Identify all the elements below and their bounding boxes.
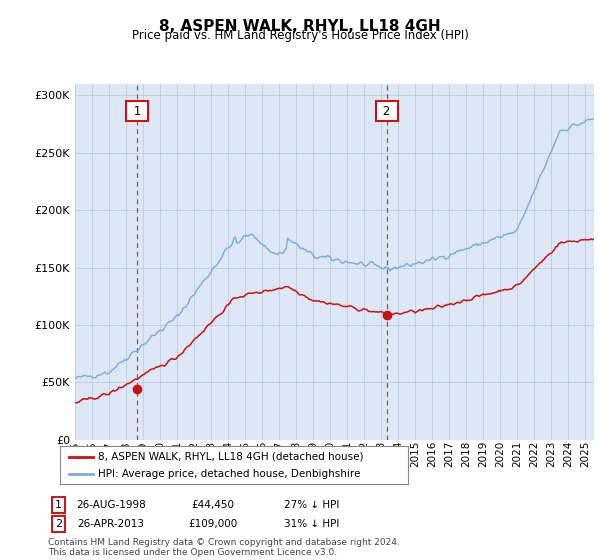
Text: £44,450: £44,450 xyxy=(191,500,235,510)
Text: 26-APR-2013: 26-APR-2013 xyxy=(77,519,145,529)
Text: 2: 2 xyxy=(379,105,394,118)
Text: £109,000: £109,000 xyxy=(188,519,238,529)
Text: 26-AUG-1998: 26-AUG-1998 xyxy=(76,500,146,510)
Text: 8, ASPEN WALK, RHYL, LL18 4GH (detached house): 8, ASPEN WALK, RHYL, LL18 4GH (detached … xyxy=(98,451,364,461)
Text: 1: 1 xyxy=(130,105,145,118)
Text: Price paid vs. HM Land Registry's House Price Index (HPI): Price paid vs. HM Land Registry's House … xyxy=(131,29,469,42)
Text: 8, ASPEN WALK, RHYL, LL18 4GH: 8, ASPEN WALK, RHYL, LL18 4GH xyxy=(159,19,441,34)
Text: 31% ↓ HPI: 31% ↓ HPI xyxy=(284,519,340,529)
Text: Contains HM Land Registry data © Crown copyright and database right 2024.
This d: Contains HM Land Registry data © Crown c… xyxy=(48,538,400,557)
Text: 2: 2 xyxy=(55,519,62,529)
Text: HPI: Average price, detached house, Denbighshire: HPI: Average price, detached house, Denb… xyxy=(98,469,361,479)
Text: 1: 1 xyxy=(55,500,62,510)
Text: 27% ↓ HPI: 27% ↓ HPI xyxy=(284,500,340,510)
